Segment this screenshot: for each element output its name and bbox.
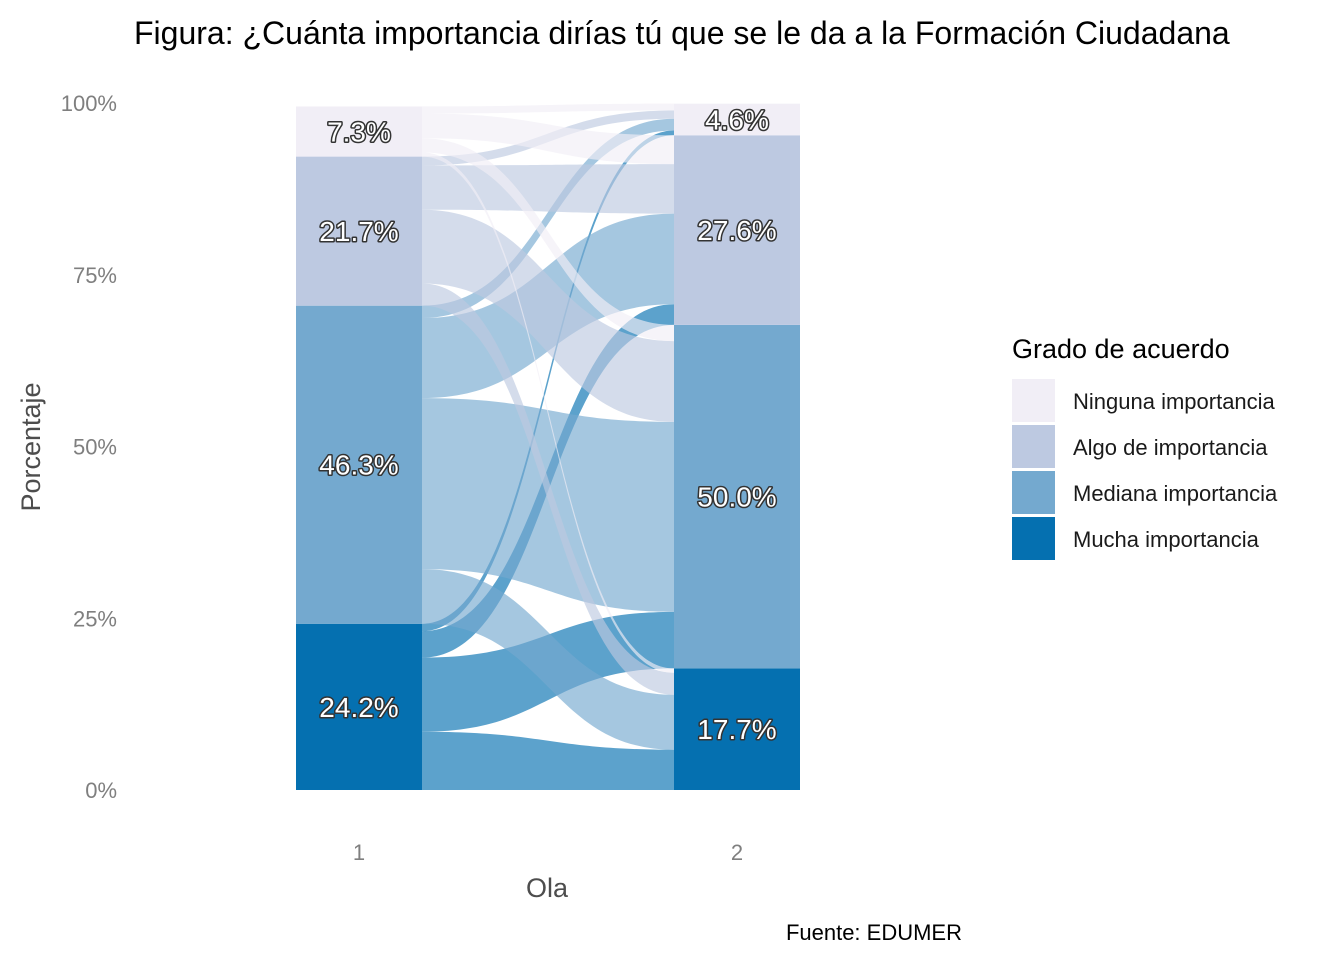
segment-label: 7.3% [327,117,391,148]
legend-label-algo: Algo de importancia [1073,435,1268,460]
flow-mediana-to-ninguna [422,118,674,319]
segment-labels: 24.2% 46.3% 21.7% 7.3% 17.7% 50.0% 27.6% 4.6% [318,103,778,747]
legend-swatch-algo [1012,425,1055,468]
chart-title: Figura: ¿Cuánta importancia dirías tú qu… [134,15,1230,51]
legend-label-mucha: Mucha importancia [1073,527,1260,552]
flow-mediana-to-mediana [422,398,674,612]
stacks [296,103,800,790]
flow-ninguna-to-mucha [422,152,674,673]
caption: Fuente: EDUMER [786,920,962,945]
segment-label: 17.7% [697,714,776,745]
segment-label: 4.6% [705,104,769,135]
stack-segment-mediana [296,305,422,624]
stack-segment-mucha [296,623,422,790]
x-tick-label: 2 [731,840,743,865]
legend-swatch-mediana [1012,471,1055,514]
y-tick-label: 100% [61,91,117,116]
segment-label: 50.0% [697,482,776,513]
flow-algo-to-algo [422,164,674,214]
stack-segment-algo [674,135,800,325]
flow-ninguna-to-ninguna [422,103,674,114]
segment-label: 46.3% [319,450,398,481]
stack-segment-ninguna [674,103,800,136]
stack-segment-mediana [674,324,800,669]
x-axis-title: Ola [526,873,569,903]
legend-swatch-mucha [1012,517,1055,560]
y-axis-title: Porcentaje [16,382,46,511]
segment-label: 24.2% [319,692,398,723]
stack-segment-mucha [674,668,800,790]
legend-swatch-ninguna [1012,379,1055,422]
flow-ninguna-to-algo [422,113,674,165]
y-tick-label: 0% [85,778,117,803]
flow-mucha-to-ninguna [422,130,674,632]
legend-label-ninguna: Ninguna importancia [1073,389,1276,414]
segment-label: 21.7% [319,216,398,247]
segment-label: 27.6% [697,215,776,246]
flow-algo-to-mediana [422,209,674,422]
legend-title: Grado de acuerdo [1012,334,1230,364]
legend: Grado de acuerdo Ninguna importancia Algo… [1012,334,1278,560]
y-tick-label: 25% [73,606,117,631]
stack-segment-algo [296,156,422,306]
flow-algo-to-mucha [422,283,674,695]
legend-label-mediana: Mediana importancia [1073,481,1278,506]
y-tick-label: 75% [73,263,117,288]
y-axis-ticks: 0% 25% 50% 75% 100% [61,91,117,803]
stack-segment-ninguna [296,106,422,157]
flow-ninguna-to-mediana [422,138,674,342]
flow-mucha-to-mucha [422,731,674,790]
flows [422,103,674,790]
x-tick-label: 1 [353,840,365,865]
y-tick-label: 50% [73,435,117,460]
flow-mediana-to-mucha [422,569,674,750]
